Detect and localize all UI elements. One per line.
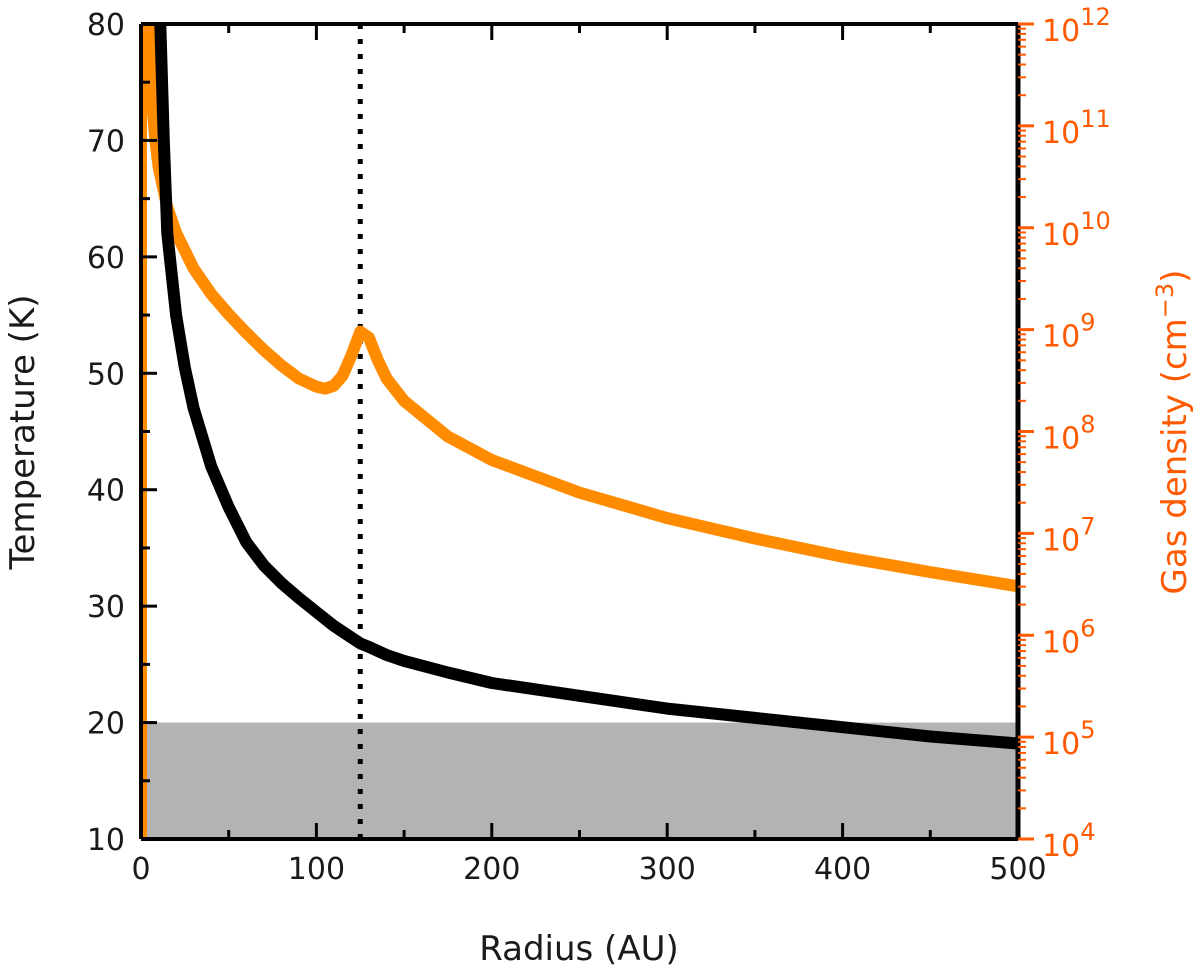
y2-tick-base: 10: [1042, 523, 1080, 558]
y-tick-label: 60: [87, 241, 125, 276]
y-tick-label: 80: [87, 8, 125, 43]
y2-tick-exponent: 8: [1080, 411, 1095, 439]
y-tick-label: 50: [87, 357, 125, 392]
y2-tick-exponent: 7: [1080, 512, 1095, 540]
y-axis-title: Temperature (K): [3, 294, 43, 570]
y2-axis-title: Gas density (cm−3): [1151, 270, 1195, 595]
shaded-band: [141, 722, 1018, 839]
y2-axis-title-close: ): [1155, 270, 1195, 283]
y2-tick-label: 1011: [1042, 105, 1111, 151]
y-tick-label: 20: [87, 707, 125, 742]
y2-tick-base: 10: [1042, 116, 1080, 151]
y2-tick-label: 105: [1042, 716, 1095, 762]
y-tick-label: 40: [87, 474, 125, 509]
y2-tick-base: 10: [1042, 829, 1080, 864]
y2-tick-label: 108: [1042, 411, 1095, 457]
y2-tick-label: 109: [1042, 309, 1095, 355]
x-tick-label: 300: [639, 852, 696, 887]
y2-tick-label: 104: [1042, 818, 1095, 864]
plot-area: [141, 24, 1018, 839]
y2-tick-exponent: 9: [1080, 309, 1095, 337]
y2-tick-base: 10: [1042, 320, 1080, 355]
y2-tick-label: 1010: [1042, 207, 1111, 253]
y-tick-label: 30: [87, 590, 125, 625]
y2-tick-label: 107: [1042, 512, 1095, 558]
y2-axis-title-sup: −3: [1151, 283, 1179, 318]
axes: 0 100 200 300 400 500102030405060708010410510…: [87, 3, 1111, 887]
y2-tick-base: 10: [1042, 727, 1080, 762]
y2-tick-label: 1012: [1042, 3, 1111, 49]
y2-tick-base: 10: [1042, 14, 1080, 49]
y2-tick-exponent: 10: [1080, 207, 1111, 235]
y2-tick-base: 10: [1042, 625, 1080, 660]
y2-tick-base: 10: [1042, 422, 1080, 457]
y2-tick-label: 106: [1042, 614, 1095, 660]
temperature-series-line: [154, 24, 1018, 750]
y2-tick-exponent: 6: [1080, 614, 1095, 642]
x-axis-title: Radius (AU): [479, 929, 678, 967]
x-tick-label: 100: [288, 852, 345, 887]
y2-tick-exponent: 11: [1080, 105, 1111, 133]
y2-tick-exponent: 12: [1080, 3, 1111, 31]
y-tick-label: 70: [87, 124, 125, 159]
x-tick-label: 0: [131, 852, 150, 887]
x-tick-label: 400: [814, 852, 871, 887]
y2-axis-title-main: Gas density (cm: [1155, 318, 1195, 594]
y-tick-label: 10: [87, 823, 125, 858]
x-tick-label: 500: [989, 852, 1046, 887]
y2-tick-exponent: 5: [1080, 716, 1095, 744]
density-series-line: [143, 24, 1018, 593]
y2-tick-exponent: 4: [1080, 818, 1095, 846]
x-tick-label: 200: [463, 852, 520, 887]
y2-tick-base: 10: [1042, 218, 1080, 253]
